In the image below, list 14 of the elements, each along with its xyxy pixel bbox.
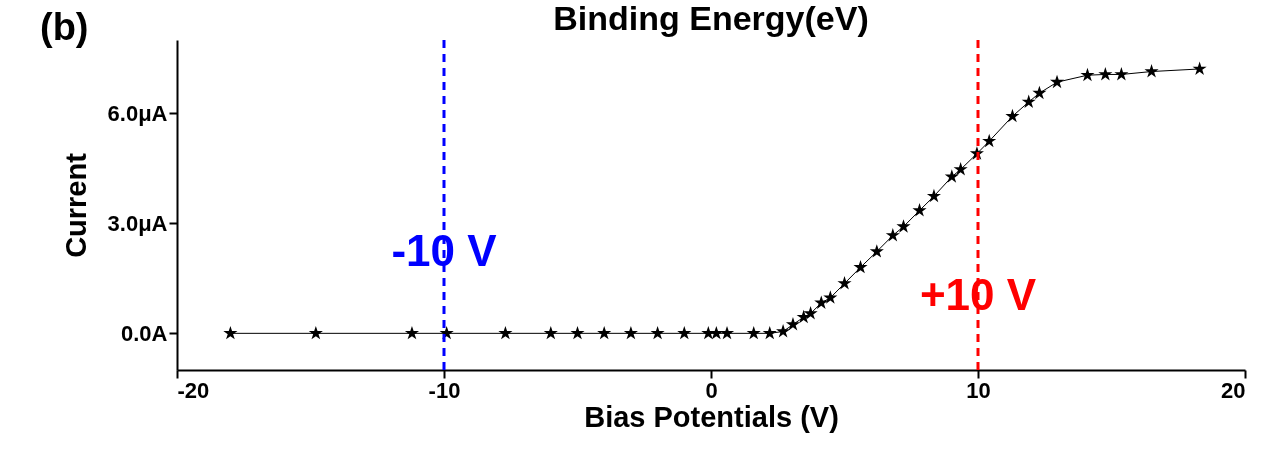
annotation: -10 V — [391, 225, 498, 275]
y-tick-label: 6.0μA — [107, 100, 168, 126]
text: (b) — [40, 6, 89, 49]
x-axis-title: Bias Potentials (V) — [584, 400, 839, 433]
y-tick-label: 0.0A — [121, 320, 168, 346]
annotation: +10 V — [919, 269, 1037, 319]
x-tick-label: -10 — [428, 377, 461, 403]
x-tick-label: 20 — [1221, 377, 1246, 403]
x-tick-label: 10 — [966, 377, 991, 403]
x-tick-label: -20 — [177, 377, 210, 403]
chart-title: Binding Energy(eV) — [553, 0, 869, 37]
y-axis-title: Current — [59, 152, 92, 258]
x-tick-label: 0 — [705, 377, 718, 403]
y-tick-label: 3.0μA — [107, 210, 168, 236]
